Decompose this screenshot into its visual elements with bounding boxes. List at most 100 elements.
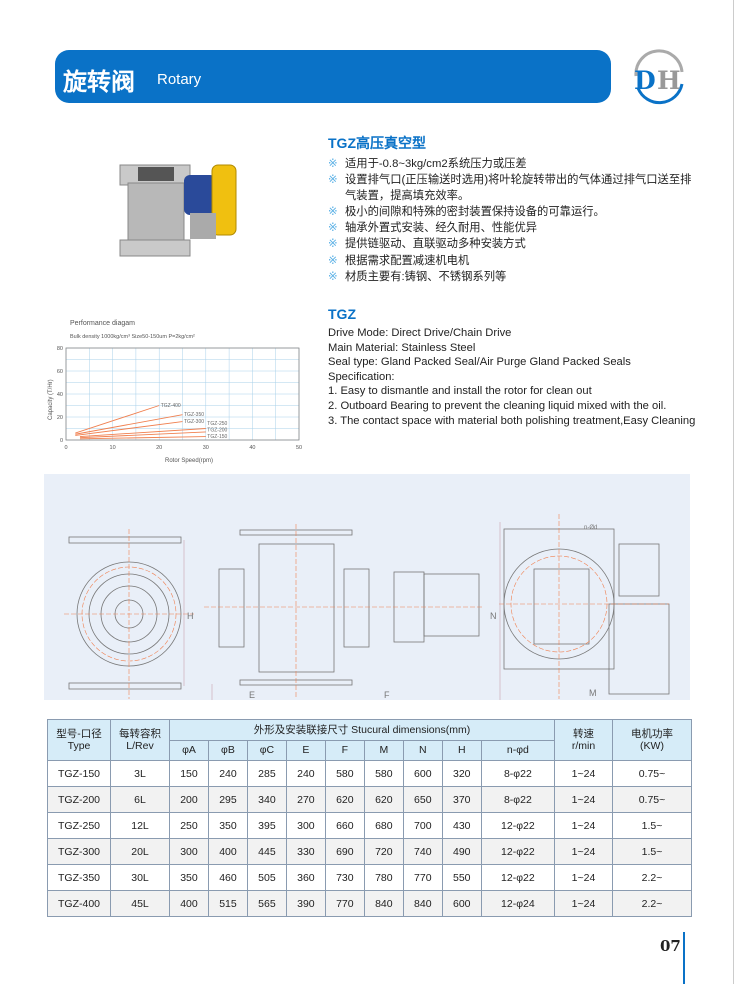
- table-cell: 780: [363, 864, 404, 891]
- bullet-mark: ※: [328, 270, 338, 283]
- bullet-mark: ※: [328, 206, 338, 219]
- table-cell: 8-φ22: [480, 760, 556, 787]
- table-cell: 30L: [110, 864, 170, 891]
- table-cell: 460: [207, 864, 248, 891]
- series-line: [75, 414, 183, 435]
- table-cell: 1~24: [554, 838, 613, 865]
- table-cell: 580: [363, 760, 404, 787]
- table-cell: TGZ-350: [47, 864, 111, 891]
- th-vol: L/Rev: [126, 740, 154, 752]
- series-line: [75, 421, 183, 436]
- feature-text: 适用于-0.8~3kg/cm2系统压力或压差: [345, 158, 527, 170]
- dimensions-table: 型号-口径 Type 每转容积 L/Rev 外形及安装联接尺寸 Stucural d…: [47, 719, 692, 917]
- series-label: TGZ-150: [207, 434, 227, 440]
- chart-ylabel: Capacity (T/Hr): [48, 379, 54, 420]
- table-cell: TGZ-150: [47, 760, 111, 787]
- table-cell: 350: [207, 812, 248, 839]
- table-cell: 240: [285, 760, 326, 787]
- table-cell: 680: [363, 812, 404, 839]
- spec-line: Drive Mode: Direct Drive/Chain Drive: [328, 327, 512, 339]
- x-tick-label: 20: [156, 445, 162, 451]
- series-label: TGZ-200: [207, 428, 227, 434]
- bullet-mark: ※: [328, 222, 338, 235]
- series-line: [75, 405, 160, 434]
- th-dim: M: [363, 739, 404, 761]
- y-tick-label: 40: [57, 392, 63, 398]
- feature-text: 提供链驱动、直联驱动多种安装方式: [345, 238, 526, 251]
- series-label: TGZ-300: [184, 419, 204, 425]
- feature-text: 材质主要有:铸钢、不锈钢系列等: [345, 270, 507, 283]
- table-cell: 150: [169, 760, 209, 787]
- th-vol-zh: 每转容积: [119, 728, 161, 740]
- feature-item: ※ 设置排气口(正压输送时选用)将叶轮旋转带出的气体通过排气口送至排气装置，提高填…: [328, 172, 698, 204]
- table-row: TGZ-200 6L 200 295 340 270 620 620 650 370 8-φ22 1~…: [47, 786, 692, 813]
- table-cell: 660: [324, 812, 365, 839]
- plot-frame: [65, 347, 300, 441]
- table-cell: 285: [246, 760, 287, 787]
- feature-item: ※ 提供链驱动、直联驱动多种安装方式: [328, 236, 698, 252]
- table-cell: 1~24: [554, 760, 613, 787]
- table-cell: 395: [246, 812, 287, 839]
- th-power-zh: 电机功率: [631, 728, 673, 740]
- table-cell: 12-φ22: [480, 838, 556, 865]
- feature-item: ※ 根据需求配置减速机电机: [328, 253, 698, 269]
- table-cell: 1~24: [554, 890, 613, 917]
- series-line: [79, 431, 206, 439]
- series-label: TGZ-250: [207, 421, 227, 427]
- table-cell: 360: [285, 864, 326, 891]
- table-cell: 240: [207, 760, 248, 787]
- table-cell: 505: [246, 864, 287, 891]
- table-cell: 720: [363, 838, 404, 865]
- th-dim: φA: [169, 739, 209, 761]
- y-tick-label: 20: [57, 415, 63, 421]
- feature-text: 轴承外置式安装、经久耐用、性能优异: [345, 222, 538, 235]
- table-cell: TGZ-400: [47, 890, 111, 917]
- table-cell: 1.5~: [612, 812, 692, 839]
- table-cell: 6L: [110, 786, 170, 813]
- chart-title: Performance diagam: [70, 320, 135, 327]
- th-dim: φB: [207, 739, 248, 761]
- th-power: (KW): [640, 740, 664, 752]
- table-cell: 340: [246, 786, 287, 813]
- table-cell: 400: [207, 838, 248, 865]
- th-type-zh: 型号-口径: [56, 728, 102, 740]
- spec-line: 1. Easy to dismantle and install the rot…: [328, 385, 592, 398]
- table-cell: 1~24: [554, 864, 613, 891]
- th-dim: φC: [246, 739, 287, 761]
- feature-item: ※ 适用于-0.8~3kg/cm2系统压力或压差: [328, 156, 698, 172]
- table-cell: TGZ-250: [47, 812, 111, 839]
- spec-line: Specification:: [328, 370, 395, 383]
- page-number: 07: [660, 937, 681, 955]
- table-cell: 330: [285, 838, 326, 865]
- feature-text: 设置排气口(正压输送时选用)将叶轮旋转带出的气体通过排气口送至排气装置，提高填充…: [345, 174, 692, 203]
- table-cell: 45L: [110, 890, 170, 917]
- table-cell: 300: [285, 812, 326, 839]
- table-cell: 2.2~: [612, 864, 692, 891]
- series-line: [79, 428, 206, 437]
- table-cell: 20L: [110, 838, 170, 865]
- dim-label-n: N: [490, 611, 497, 621]
- bullet-mark: ※: [328, 174, 338, 187]
- table-cell: 600: [441, 890, 482, 917]
- page-number-bar: [683, 932, 685, 984]
- series-label: TGZ-400: [161, 403, 181, 409]
- bullet-mark: ※: [328, 254, 338, 267]
- dim-label-nd: n-Ød: [584, 525, 597, 531]
- chart-xlabel: Rotor Speed(rpm): [165, 458, 213, 464]
- series-line: [79, 436, 206, 440]
- table-cell: 12-φ24: [480, 890, 556, 917]
- spec-line: 2. Outboard Bearing to prevent the clean…: [328, 399, 667, 412]
- bullet-mark: ※: [328, 158, 338, 170]
- table-cell: 840: [363, 890, 404, 917]
- table-cell: 12-φ22: [480, 864, 556, 891]
- performance-chart: Performance diagam Bulk density 1000kg/c…: [48, 320, 302, 464]
- table-cell: 730: [324, 864, 365, 891]
- th-type: Type: [67, 740, 91, 752]
- table-cell: 295: [207, 786, 248, 813]
- table-row: TGZ-250 12L 250 350 395 300 660 680 700 430 12-φ22…: [47, 812, 692, 839]
- th-dim: E: [285, 739, 326, 761]
- table-cell: 270: [285, 786, 326, 813]
- th-speed-zh: 转速: [573, 728, 594, 740]
- svg-text:H: H: [657, 66, 681, 95]
- dim-label-m: M: [589, 688, 597, 698]
